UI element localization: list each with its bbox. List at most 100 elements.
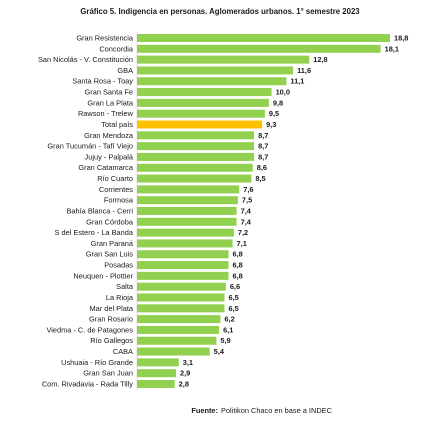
category-label: Mar del Plata xyxy=(89,304,133,313)
bar xyxy=(137,185,240,194)
category-label: Gran Santa Fe xyxy=(85,88,133,97)
value-label: 5,4 xyxy=(214,347,225,356)
value-label: 7,4 xyxy=(241,217,252,226)
bar xyxy=(137,228,234,237)
category-label: Gran Rosario xyxy=(89,315,133,324)
bar xyxy=(137,34,390,42)
category-label: Río Cuarto xyxy=(97,174,133,183)
bar xyxy=(137,55,310,64)
value-label: 8,6 xyxy=(257,163,267,172)
value-label: 11,1 xyxy=(290,77,304,86)
bar xyxy=(137,152,255,161)
bar xyxy=(137,44,381,53)
value-label: 6,5 xyxy=(228,293,238,302)
bar xyxy=(137,239,233,248)
value-label: 9,3 xyxy=(266,120,276,129)
bar xyxy=(137,336,217,345)
bar xyxy=(137,315,221,324)
category-label: Gran San Luis xyxy=(86,250,134,259)
bar xyxy=(137,325,220,334)
value-label: 8,7 xyxy=(258,152,268,161)
category-label: Santa Rosa - Toay xyxy=(72,77,133,86)
category-label: Gran Catamarca xyxy=(78,163,134,172)
category-label: Rawson - Trelew xyxy=(78,109,134,118)
value-label: 7,1 xyxy=(237,239,247,248)
category-label: Río Gallegos xyxy=(90,336,133,345)
category-label: GBA xyxy=(117,66,133,75)
bar xyxy=(137,369,177,378)
category-label: Neuquen - Plottier xyxy=(73,271,133,280)
value-label: 8,5 xyxy=(255,174,265,183)
value-label: 18,8 xyxy=(394,33,408,42)
value-label: 7,5 xyxy=(242,196,252,205)
bar xyxy=(137,66,294,75)
category-label: Posadas xyxy=(104,261,133,270)
value-label: 6,8 xyxy=(233,271,243,280)
value-label: 8,7 xyxy=(258,131,268,140)
category-label: Gran Córdoba xyxy=(86,217,134,226)
category-label: CABA xyxy=(113,347,133,356)
value-label: 10,0 xyxy=(276,88,290,97)
category-label: Total país xyxy=(101,120,133,129)
category-label: Formosa xyxy=(104,196,134,205)
chart-title: Gráfico 5. Indigencia en personas. Aglom… xyxy=(80,7,360,16)
category-label: Com. Rivadavia - Rada Tilly xyxy=(42,379,133,388)
value-label: 9,8 xyxy=(273,98,283,107)
value-label: 2,9 xyxy=(180,369,190,378)
category-label: Gran Paraná xyxy=(91,239,134,248)
category-label: Viedma - C. de Patagones xyxy=(46,325,133,334)
category-label: Gran Mendoza xyxy=(84,131,134,140)
category-label: Gran La Plata xyxy=(87,98,133,107)
bar xyxy=(137,88,272,97)
category-label: Concordia xyxy=(99,44,134,53)
value-label: 12,8 xyxy=(313,55,327,64)
value-label: 7,4 xyxy=(241,206,252,215)
value-label: 6,2 xyxy=(224,315,234,324)
value-label: 11,6 xyxy=(297,66,311,75)
bar xyxy=(137,282,226,291)
value-label: 3,1 xyxy=(183,358,193,367)
bar xyxy=(137,98,269,107)
category-label: S del Estero - La Banda xyxy=(55,228,134,237)
value-label: 6,8 xyxy=(233,250,243,259)
category-label: Ushuaia - Río Grande xyxy=(61,358,133,367)
bar xyxy=(137,196,238,205)
value-label: 6,6 xyxy=(230,282,240,291)
bar xyxy=(137,131,255,140)
category-label: Gran San Juan xyxy=(83,369,133,378)
bar xyxy=(137,347,210,356)
bar xyxy=(137,207,237,215)
bar xyxy=(137,271,229,280)
category-label: San Nicolás - V. Constitución xyxy=(38,55,133,64)
bar xyxy=(137,217,237,226)
bar xyxy=(137,380,175,388)
bar xyxy=(137,293,225,302)
bar xyxy=(137,174,252,183)
value-label: 18,1 xyxy=(385,44,399,53)
bar xyxy=(137,109,265,118)
bar xyxy=(137,261,229,270)
bar xyxy=(137,142,255,151)
value-label: 2,8 xyxy=(179,379,189,388)
value-label: 6,1 xyxy=(223,325,233,334)
bar xyxy=(137,77,287,86)
value-label: 8,7 xyxy=(258,142,268,151)
bar xyxy=(137,120,263,129)
category-label: Corrientes xyxy=(99,185,133,194)
value-label: 6,8 xyxy=(233,261,243,270)
category-label: Gran Tucumán - Tafí Viejo xyxy=(47,142,133,151)
bar xyxy=(137,163,253,172)
value-label: 6,5 xyxy=(228,304,238,313)
value-label: 7,2 xyxy=(238,228,248,237)
category-label: Salta xyxy=(116,282,134,291)
value-label: 5,9 xyxy=(220,336,230,345)
category-label: Gran Resistencia xyxy=(76,33,134,42)
bar xyxy=(137,358,179,367)
category-label: La Rioja xyxy=(106,293,134,302)
category-label: Bahía Blanca - Cerri xyxy=(66,206,133,215)
bar xyxy=(137,250,229,259)
value-label: 7,6 xyxy=(243,185,253,194)
bar xyxy=(137,304,225,313)
